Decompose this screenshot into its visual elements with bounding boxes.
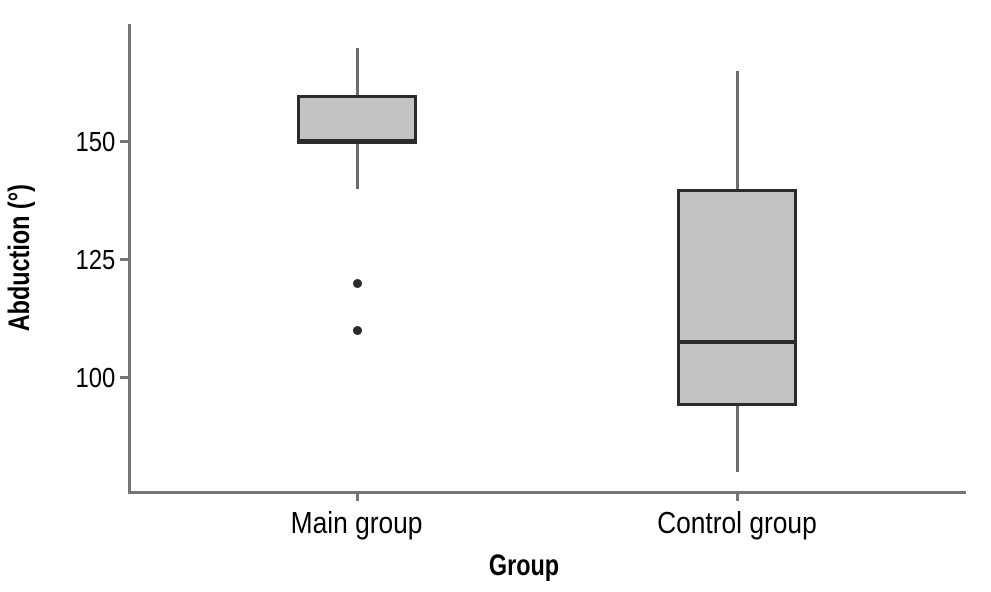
- x-category-label: Control group: [617, 504, 857, 542]
- y-tick-label-text: 100: [75, 361, 116, 393]
- y-tick-label: 150: [35, 125, 119, 159]
- box: [677, 189, 797, 407]
- x-tick-mark: [735, 494, 739, 501]
- y-tick-mark: [120, 376, 128, 380]
- y-tick-label: 125: [35, 243, 119, 277]
- y-axis-title-text: Abduction (°): [3, 184, 36, 332]
- y-axis-line: [128, 24, 131, 494]
- x-axis-title-text: Group: [488, 549, 560, 582]
- outlier-point: [352, 278, 362, 288]
- y-axis-title: Abduction (°): [0, 108, 40, 408]
- y-tick-label-text: 125: [75, 243, 116, 275]
- y-tick-mark: [120, 140, 128, 144]
- median-line: [297, 139, 417, 144]
- x-category-label-text: Main group: [291, 505, 423, 540]
- box: [297, 94, 417, 142]
- x-tick-mark: [355, 494, 359, 501]
- x-axis-title: Group: [374, 546, 674, 586]
- x-axis-line: [128, 491, 966, 494]
- y-tick-mark: [120, 258, 128, 262]
- x-category-label-text: Control group: [657, 505, 817, 540]
- median-line: [677, 340, 797, 345]
- y-tick-label: 100: [35, 361, 119, 395]
- x-category-label: Main group: [237, 504, 477, 542]
- y-tick-label-text: 150: [75, 125, 116, 157]
- outlier-point: [352, 326, 362, 336]
